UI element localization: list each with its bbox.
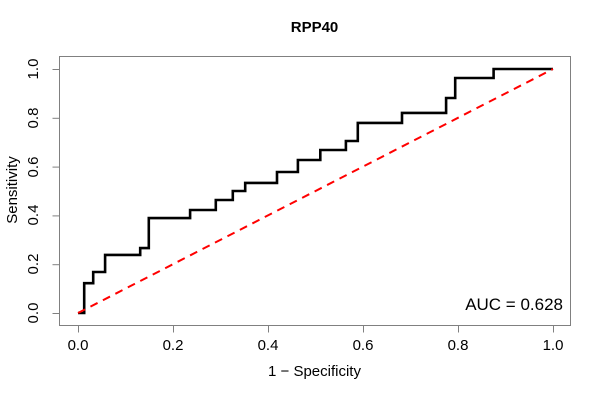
x-tick-label: 0.4	[257, 337, 279, 354]
plot-title: RPP40	[290, 19, 339, 36]
y-tick-label: 0.8	[25, 107, 42, 129]
y-tick-label: 0.0	[25, 302, 42, 324]
y-tick-label: 0.6	[25, 156, 42, 178]
roc-curve-line	[78, 67, 553, 315]
y-tick-label: 0.4	[25, 204, 42, 226]
x-tick-label: 0.2	[162, 337, 184, 354]
plot-box	[59, 56, 571, 326]
x-axis-label: 1 − Specificity	[268, 363, 361, 380]
y-tick-label: 0.2	[25, 253, 42, 275]
x-tick-label: 0.0	[67, 337, 89, 354]
auc-annotation: AUC = 0.628	[465, 295, 563, 314]
x-tick-label: 0.8	[447, 337, 469, 354]
y-tick-label: 1.0	[25, 58, 42, 80]
chance-diagonal-line	[77, 68, 554, 314]
x-tick-label: 1.0	[542, 337, 564, 354]
y-axis-label: Sensitivity	[4, 156, 21, 224]
x-tick-label: 0.6	[352, 337, 374, 354]
